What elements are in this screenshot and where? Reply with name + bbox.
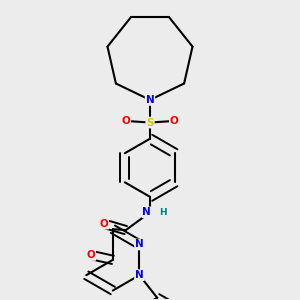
Text: O: O	[86, 250, 95, 260]
Text: O: O	[170, 116, 178, 126]
Text: S: S	[146, 118, 154, 128]
Text: O: O	[122, 116, 130, 126]
Text: O: O	[99, 219, 108, 229]
Text: N: N	[142, 207, 151, 218]
Text: N: N	[135, 270, 144, 280]
Text: H: H	[159, 208, 167, 217]
Text: N: N	[146, 95, 154, 105]
Text: N: N	[135, 239, 144, 250]
